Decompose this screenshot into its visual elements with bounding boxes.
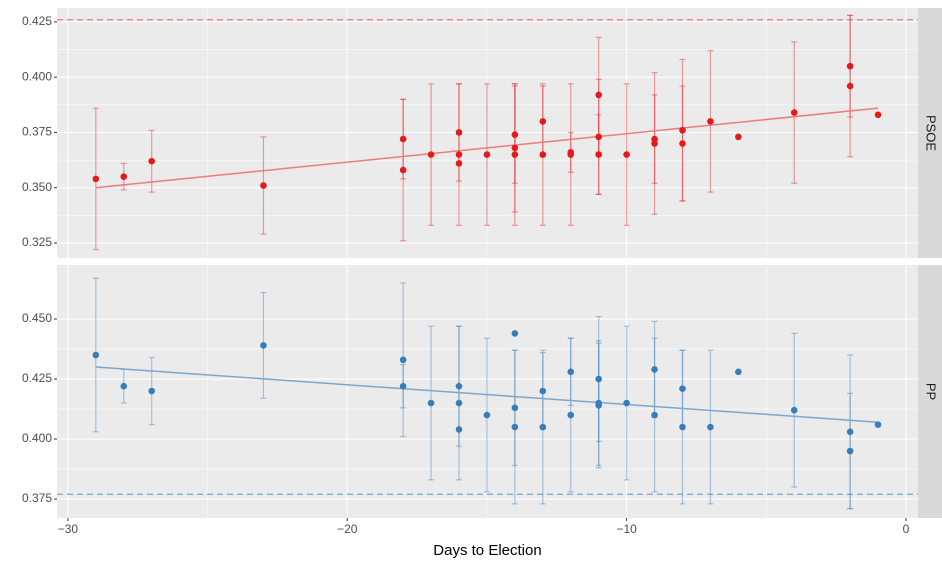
x-tick-label: −30 [58, 522, 79, 536]
x-tick-label: −20 [337, 522, 358, 536]
panel-background [57, 265, 918, 518]
point [511, 151, 519, 158]
point [148, 387, 156, 395]
point [735, 133, 742, 141]
point [511, 144, 519, 152]
y-tick-label: 0.350 [22, 180, 52, 194]
point [595, 133, 602, 141]
point [846, 82, 854, 90]
y-tick-label: 0.325 [22, 235, 52, 249]
point [399, 356, 407, 364]
point [120, 382, 128, 390]
point [92, 351, 100, 359]
point [399, 382, 407, 390]
point [260, 182, 267, 189]
point [511, 404, 519, 412]
point [846, 62, 854, 70]
point [735, 368, 742, 376]
point [399, 135, 407, 143]
point [679, 140, 686, 147]
facet-label: PSOE [924, 115, 939, 151]
point [846, 428, 854, 436]
point [567, 411, 575, 419]
y-tick-label: 0.400 [22, 69, 52, 83]
y-tick-label: 0.425 [22, 14, 52, 28]
point [511, 330, 519, 337]
point [539, 387, 547, 395]
point [260, 342, 267, 349]
point [790, 109, 798, 116]
y-tick-label: 0.450 [22, 311, 52, 325]
point [427, 151, 435, 158]
trend-line [95, 107, 879, 189]
point [707, 423, 714, 431]
point [92, 175, 100, 183]
point [679, 385, 686, 392]
point [707, 118, 714, 125]
y-tick-label: 0.425 [22, 371, 52, 385]
point [567, 368, 575, 376]
point [790, 406, 798, 414]
point [483, 151, 491, 158]
point [427, 399, 435, 407]
y-tick-label: 0.375 [22, 125, 52, 139]
x-axis-title: Days to Election [433, 542, 541, 559]
y-tick-label: 0.400 [22, 431, 52, 445]
point [651, 140, 658, 147]
point [874, 421, 882, 428]
point [874, 111, 882, 119]
facet-strip [918, 265, 942, 518]
point [539, 423, 547, 431]
point [539, 151, 547, 158]
point [595, 91, 602, 99]
point [511, 423, 519, 431]
point [455, 399, 463, 407]
point [595, 151, 602, 158]
point [595, 375, 602, 383]
facet-strip [918, 8, 942, 258]
point [567, 151, 575, 158]
point [595, 402, 602, 409]
point [455, 426, 463, 433]
point [399, 166, 407, 174]
point [120, 173, 128, 180]
point [455, 382, 463, 390]
point [455, 151, 463, 158]
point [846, 447, 854, 455]
point [679, 126, 686, 134]
point [539, 118, 547, 125]
y-tick-label: 0.375 [22, 491, 52, 505]
point [455, 160, 463, 167]
x-tick-label: 0 [903, 522, 910, 536]
point [679, 423, 686, 431]
point [623, 399, 630, 407]
trend-line [95, 366, 879, 423]
point [651, 366, 658, 373]
point [483, 411, 491, 419]
x-tick-label: −10 [616, 522, 637, 536]
facet-label: PP [924, 383, 939, 400]
point [623, 151, 630, 158]
point [148, 157, 156, 165]
point [511, 131, 519, 138]
point [455, 129, 463, 136]
point [651, 411, 658, 419]
